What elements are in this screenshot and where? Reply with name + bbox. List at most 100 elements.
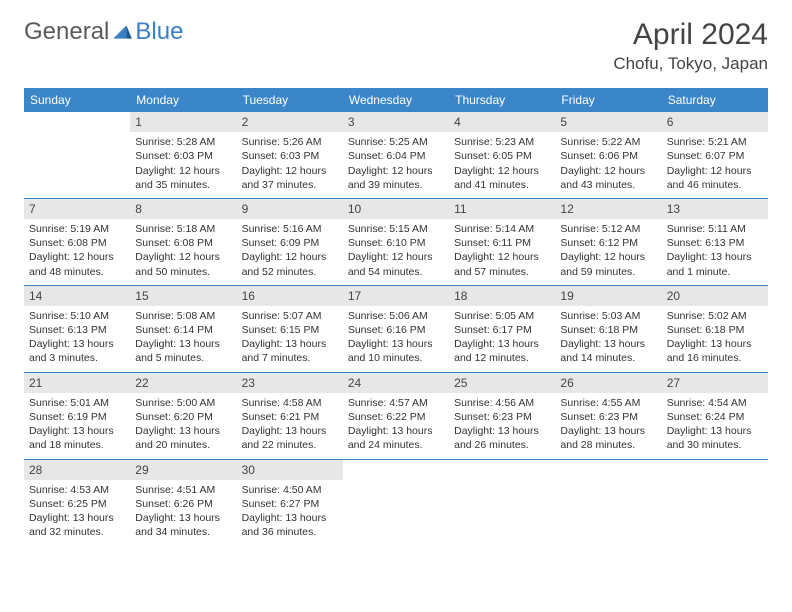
sunrise-line: Sunrise: 5:23 AM bbox=[454, 135, 550, 149]
sunrise-line: Sunrise: 5:05 AM bbox=[454, 309, 550, 323]
sunset-line: Sunset: 6:09 PM bbox=[242, 236, 338, 250]
sunset-line: Sunset: 6:13 PM bbox=[29, 323, 125, 337]
day-number: 13 bbox=[662, 199, 768, 219]
sunset-line: Sunset: 6:13 PM bbox=[667, 236, 763, 250]
daylight-line: Daylight: 12 hours and 50 minutes. bbox=[135, 250, 231, 278]
sunset-line: Sunset: 6:10 PM bbox=[348, 236, 444, 250]
day-number: 17 bbox=[343, 286, 449, 306]
day-cell: 8Sunrise: 5:18 AMSunset: 6:08 PMDaylight… bbox=[130, 198, 236, 285]
day-cell: 12Sunrise: 5:12 AMSunset: 6:12 PMDayligh… bbox=[555, 198, 661, 285]
day-cell: 30Sunrise: 4:50 AMSunset: 6:27 PMDayligh… bbox=[237, 459, 343, 545]
daylight-line: Daylight: 12 hours and 41 minutes. bbox=[454, 164, 550, 192]
daylight-line: Daylight: 13 hours and 12 minutes. bbox=[454, 337, 550, 365]
sunset-line: Sunset: 6:26 PM bbox=[135, 497, 231, 511]
day-cell: 7Sunrise: 5:19 AMSunset: 6:08 PMDaylight… bbox=[24, 198, 130, 285]
daylight-line: Daylight: 12 hours and 48 minutes. bbox=[29, 250, 125, 278]
day-cell: 5Sunrise: 5:22 AMSunset: 6:06 PMDaylight… bbox=[555, 112, 661, 198]
sunrise-line: Sunrise: 5:10 AM bbox=[29, 309, 125, 323]
sunset-line: Sunset: 6:05 PM bbox=[454, 149, 550, 163]
day-cell: 29Sunrise: 4:51 AMSunset: 6:26 PMDayligh… bbox=[130, 459, 236, 545]
daylight-line: Daylight: 13 hours and 18 minutes. bbox=[29, 424, 125, 452]
daylight-line: Daylight: 13 hours and 1 minute. bbox=[667, 250, 763, 278]
sunrise-line: Sunrise: 5:01 AM bbox=[29, 396, 125, 410]
sunset-line: Sunset: 6:04 PM bbox=[348, 149, 444, 163]
daylight-line: Daylight: 12 hours and 35 minutes. bbox=[135, 164, 231, 192]
day-cell: 14Sunrise: 5:10 AMSunset: 6:13 PMDayligh… bbox=[24, 285, 130, 372]
header: General Blue April 2024 Chofu, Tokyo, Ja… bbox=[24, 18, 768, 74]
sunrise-line: Sunrise: 5:26 AM bbox=[242, 135, 338, 149]
sunset-line: Sunset: 6:06 PM bbox=[560, 149, 656, 163]
logo: General Blue bbox=[24, 18, 183, 46]
sunrise-line: Sunrise: 5:25 AM bbox=[348, 135, 444, 149]
day-cell: 11Sunrise: 5:14 AMSunset: 6:11 PMDayligh… bbox=[449, 198, 555, 285]
sunset-line: Sunset: 6:18 PM bbox=[667, 323, 763, 337]
day-cell: 20Sunrise: 5:02 AMSunset: 6:18 PMDayligh… bbox=[662, 285, 768, 372]
sunset-line: Sunset: 6:07 PM bbox=[667, 149, 763, 163]
day-number: 24 bbox=[343, 373, 449, 393]
day-number: 27 bbox=[662, 373, 768, 393]
day-number: 3 bbox=[343, 112, 449, 132]
sunset-line: Sunset: 6:15 PM bbox=[242, 323, 338, 337]
day-number: 21 bbox=[24, 373, 130, 393]
calendar-row: 21Sunrise: 5:01 AMSunset: 6:19 PMDayligh… bbox=[24, 372, 768, 459]
daylight-line: Daylight: 13 hours and 32 minutes. bbox=[29, 511, 125, 539]
day-number: 10 bbox=[343, 199, 449, 219]
day-number: 12 bbox=[555, 199, 661, 219]
day-cell: 23Sunrise: 4:58 AMSunset: 6:21 PMDayligh… bbox=[237, 372, 343, 459]
day-number: 19 bbox=[555, 286, 661, 306]
day-cell: 25Sunrise: 4:56 AMSunset: 6:23 PMDayligh… bbox=[449, 372, 555, 459]
day-cell: 22Sunrise: 5:00 AMSunset: 6:20 PMDayligh… bbox=[130, 372, 236, 459]
daylight-line: Daylight: 13 hours and 14 minutes. bbox=[560, 337, 656, 365]
sunrise-line: Sunrise: 5:08 AM bbox=[135, 309, 231, 323]
day-number: 29 bbox=[130, 460, 236, 480]
calendar-row: 7Sunrise: 5:19 AMSunset: 6:08 PMDaylight… bbox=[24, 198, 768, 285]
sunset-line: Sunset: 6:22 PM bbox=[348, 410, 444, 424]
sunrise-line: Sunrise: 4:57 AM bbox=[348, 396, 444, 410]
day-cell: 27Sunrise: 4:54 AMSunset: 6:24 PMDayligh… bbox=[662, 372, 768, 459]
day-number: 8 bbox=[130, 199, 236, 219]
sunset-line: Sunset: 6:03 PM bbox=[135, 149, 231, 163]
daylight-line: Daylight: 13 hours and 3 minutes. bbox=[29, 337, 125, 365]
day-cell: 17Sunrise: 5:06 AMSunset: 6:16 PMDayligh… bbox=[343, 285, 449, 372]
day-cell: 15Sunrise: 5:08 AMSunset: 6:14 PMDayligh… bbox=[130, 285, 236, 372]
sunset-line: Sunset: 6:23 PM bbox=[454, 410, 550, 424]
sunrise-line: Sunrise: 5:28 AM bbox=[135, 135, 231, 149]
daylight-line: Daylight: 13 hours and 30 minutes. bbox=[667, 424, 763, 452]
weekday-saturday: Saturday bbox=[662, 88, 768, 112]
weekday-sunday: Sunday bbox=[24, 88, 130, 112]
daylight-line: Daylight: 12 hours and 52 minutes. bbox=[242, 250, 338, 278]
sunrise-line: Sunrise: 5:14 AM bbox=[454, 222, 550, 236]
calendar-row: 1Sunrise: 5:28 AMSunset: 6:03 PMDaylight… bbox=[24, 112, 768, 198]
sunrise-line: Sunrise: 4:50 AM bbox=[242, 483, 338, 497]
daylight-line: Daylight: 13 hours and 22 minutes. bbox=[242, 424, 338, 452]
weekday-wednesday: Wednesday bbox=[343, 88, 449, 112]
day-cell: 4Sunrise: 5:23 AMSunset: 6:05 PMDaylight… bbox=[449, 112, 555, 198]
day-cell: 6Sunrise: 5:21 AMSunset: 6:07 PMDaylight… bbox=[662, 112, 768, 198]
daylight-line: Daylight: 12 hours and 39 minutes. bbox=[348, 164, 444, 192]
day-cell: 9Sunrise: 5:16 AMSunset: 6:09 PMDaylight… bbox=[237, 198, 343, 285]
sunset-line: Sunset: 6:25 PM bbox=[29, 497, 125, 511]
sunrise-line: Sunrise: 5:06 AM bbox=[348, 309, 444, 323]
sunset-line: Sunset: 6:24 PM bbox=[667, 410, 763, 424]
logo-text-general: General bbox=[24, 18, 109, 46]
sunrise-line: Sunrise: 4:55 AM bbox=[560, 396, 656, 410]
day-number: 11 bbox=[449, 199, 555, 219]
daylight-line: Daylight: 13 hours and 16 minutes. bbox=[667, 337, 763, 365]
day-number: 6 bbox=[662, 112, 768, 132]
location: Chofu, Tokyo, Japan bbox=[613, 54, 768, 74]
day-number: 30 bbox=[237, 460, 343, 480]
day-number: 7 bbox=[24, 199, 130, 219]
daylight-line: Daylight: 13 hours and 26 minutes. bbox=[454, 424, 550, 452]
logo-triangle-icon bbox=[111, 21, 133, 43]
daylight-line: Daylight: 13 hours and 20 minutes. bbox=[135, 424, 231, 452]
day-cell: 13Sunrise: 5:11 AMSunset: 6:13 PMDayligh… bbox=[662, 198, 768, 285]
day-cell: 16Sunrise: 5:07 AMSunset: 6:15 PMDayligh… bbox=[237, 285, 343, 372]
sunset-line: Sunset: 6:14 PM bbox=[135, 323, 231, 337]
title-block: April 2024 Chofu, Tokyo, Japan bbox=[613, 18, 768, 74]
weekday-header-row: SundayMondayTuesdayWednesdayThursdayFrid… bbox=[24, 88, 768, 112]
daylight-line: Daylight: 12 hours and 59 minutes. bbox=[560, 250, 656, 278]
sunrise-line: Sunrise: 5:18 AM bbox=[135, 222, 231, 236]
weekday-thursday: Thursday bbox=[449, 88, 555, 112]
day-cell: 26Sunrise: 4:55 AMSunset: 6:23 PMDayligh… bbox=[555, 372, 661, 459]
logo-text-blue: Blue bbox=[135, 18, 183, 46]
